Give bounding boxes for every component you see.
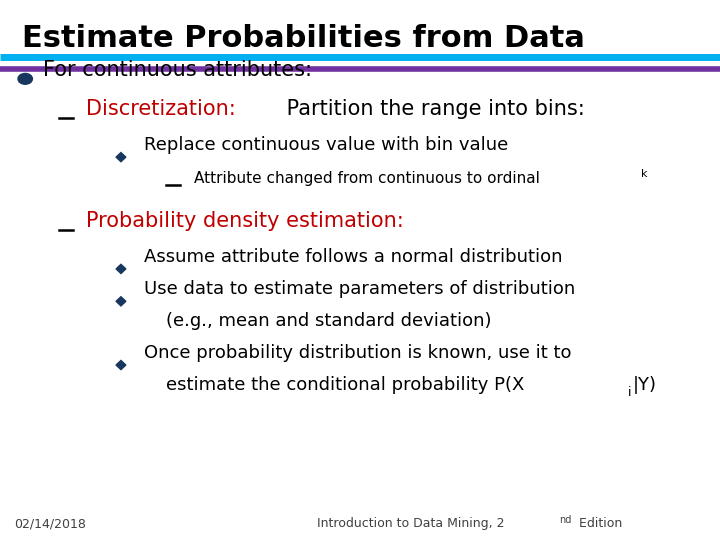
Text: Edition: Edition xyxy=(575,517,622,530)
Text: 02/14/2018: 02/14/2018 xyxy=(14,517,86,530)
Text: Introduction to Data Mining, 2: Introduction to Data Mining, 2 xyxy=(317,517,504,530)
Polygon shape xyxy=(116,265,126,274)
Text: Discretization:: Discretization: xyxy=(86,99,236,119)
Polygon shape xyxy=(116,297,126,306)
Text: Estimate Probabilities from Data: Estimate Probabilities from Data xyxy=(22,24,585,53)
Text: estimate the conditional probability P(X: estimate the conditional probability P(X xyxy=(166,376,524,394)
Text: Replace continuous value with bin value: Replace continuous value with bin value xyxy=(144,136,508,154)
Text: Assume attribute follows a normal distribution: Assume attribute follows a normal distri… xyxy=(144,248,562,266)
Polygon shape xyxy=(116,361,126,370)
Text: |Y): |Y) xyxy=(633,376,657,394)
Polygon shape xyxy=(116,152,126,161)
Text: Attribute changed from continuous to ordinal: Attribute changed from continuous to ord… xyxy=(194,171,540,186)
Text: k: k xyxy=(641,168,647,179)
Text: For continuous attributes:: For continuous attributes: xyxy=(43,60,312,80)
Text: Use data to estimate parameters of distribution: Use data to estimate parameters of distr… xyxy=(144,280,575,298)
Text: nd: nd xyxy=(559,515,571,525)
Text: Probability density estimation:: Probability density estimation: xyxy=(86,211,404,231)
Text: Once probability distribution is known, use it to: Once probability distribution is known, … xyxy=(144,344,572,362)
Text: (e.g., mean and standard deviation): (e.g., mean and standard deviation) xyxy=(166,313,491,330)
Circle shape xyxy=(18,73,32,84)
Text: Partition the range into bins:: Partition the range into bins: xyxy=(279,99,585,119)
Text: i: i xyxy=(628,386,631,399)
